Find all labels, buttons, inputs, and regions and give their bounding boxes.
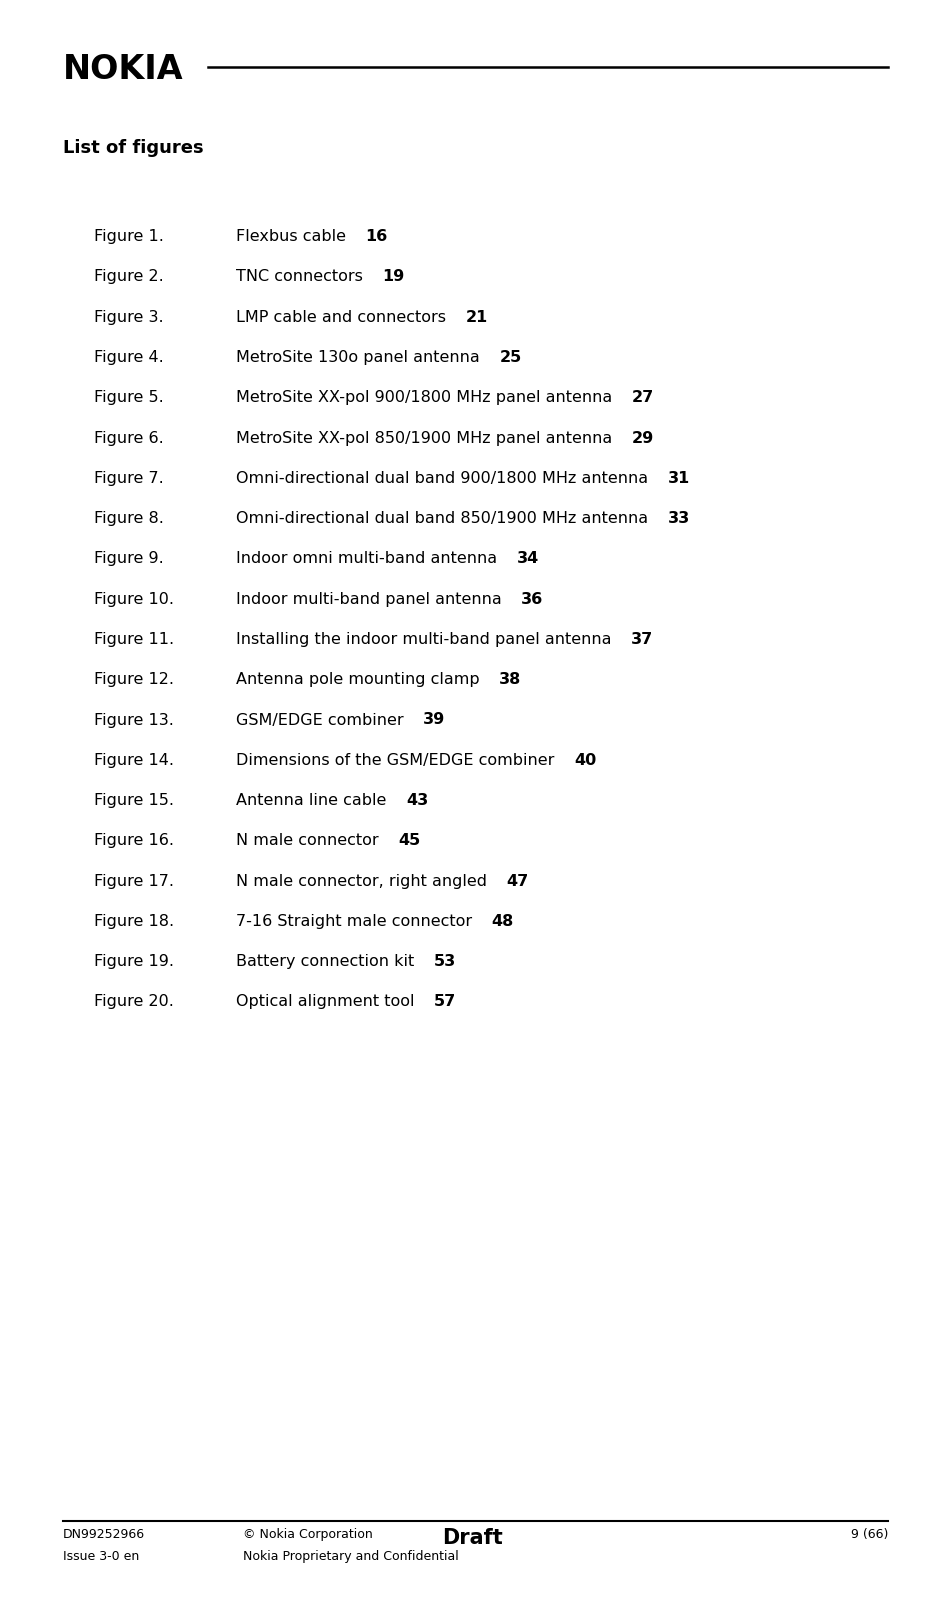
Text: 29: 29: [632, 431, 654, 446]
Text: Figure 20.: Figure 20.: [94, 995, 175, 1009]
Text: Figure 12.: Figure 12.: [94, 672, 175, 687]
Text: Figure 1.: Figure 1.: [94, 228, 164, 244]
Text: Figure 2.: Figure 2.: [94, 270, 164, 284]
Text: 34: 34: [516, 551, 539, 567]
Text: List of figures: List of figures: [62, 139, 203, 157]
Text: Battery connection kit: Battery connection kit: [236, 953, 414, 969]
Text: 48: 48: [492, 913, 514, 929]
Text: 37: 37: [631, 632, 653, 647]
Text: Figure 14.: Figure 14.: [94, 752, 175, 768]
Text: Figure 6.: Figure 6.: [94, 431, 164, 446]
Text: Flexbus cable: Flexbus cable: [236, 228, 346, 244]
Text: 57: 57: [434, 995, 456, 1009]
Text: Antenna line cable: Antenna line cable: [236, 794, 386, 808]
Text: Figure 13.: Figure 13.: [94, 712, 175, 728]
Text: 27: 27: [632, 390, 654, 406]
Text: Figure 19.: Figure 19.: [94, 953, 175, 969]
Text: 39: 39: [423, 712, 446, 728]
Text: MetroSite XX-pol 900/1800 MHz panel antenna: MetroSite XX-pol 900/1800 MHz panel ante…: [236, 390, 613, 406]
Text: 16: 16: [365, 228, 388, 244]
Text: Figure 10.: Figure 10.: [94, 591, 175, 607]
Text: 9 (66): 9 (66): [851, 1528, 888, 1541]
Text: Installing the indoor multi-band panel antenna: Installing the indoor multi-band panel a…: [236, 632, 612, 647]
Text: Figure 3.: Figure 3.: [94, 310, 164, 324]
Text: 19: 19: [382, 270, 405, 284]
Text: Figure 16.: Figure 16.: [94, 834, 175, 848]
Text: Issue 3-0 en: Issue 3-0 en: [62, 1549, 139, 1563]
Text: N male connector: N male connector: [236, 834, 379, 848]
Text: Figure 11.: Figure 11.: [94, 632, 175, 647]
Text: 40: 40: [574, 752, 597, 768]
Text: 7-16 Straight male connector: 7-16 Straight male connector: [236, 913, 472, 929]
Text: MetroSite 130o panel antenna: MetroSite 130o panel antenna: [236, 350, 480, 366]
Text: Nokia Proprietary and Confidential: Nokia Proprietary and Confidential: [243, 1549, 459, 1563]
Text: 25: 25: [499, 350, 521, 366]
Text: Figure 8.: Figure 8.: [94, 511, 164, 525]
Text: NOKIA: NOKIA: [62, 53, 183, 86]
Text: 43: 43: [406, 794, 429, 808]
Text: 36: 36: [521, 591, 544, 607]
Text: Omni-directional dual band 900/1800 MHz antenna: Omni-directional dual band 900/1800 MHz …: [236, 471, 649, 485]
Text: Figure 18.: Figure 18.: [94, 913, 175, 929]
Text: DN99252966: DN99252966: [62, 1528, 144, 1541]
Text: Figure 5.: Figure 5.: [94, 390, 164, 406]
Text: 31: 31: [667, 471, 690, 485]
Text: TNC connectors: TNC connectors: [236, 270, 363, 284]
Text: 33: 33: [667, 511, 690, 525]
Text: Figure 9.: Figure 9.: [94, 551, 164, 567]
Text: Figure 17.: Figure 17.: [94, 874, 175, 888]
Text: 47: 47: [507, 874, 529, 888]
Text: Omni-directional dual band 850/1900 MHz antenna: Omni-directional dual band 850/1900 MHz …: [236, 511, 649, 525]
Text: 53: 53: [434, 953, 456, 969]
Text: MetroSite XX-pol 850/1900 MHz panel antenna: MetroSite XX-pol 850/1900 MHz panel ante…: [236, 431, 613, 446]
Text: Indoor multi-band panel antenna: Indoor multi-band panel antenna: [236, 591, 502, 607]
Text: LMP cable and connectors: LMP cable and connectors: [236, 310, 447, 324]
Text: GSM/EDGE combiner: GSM/EDGE combiner: [236, 712, 404, 728]
Text: Figure 7.: Figure 7.: [94, 471, 164, 485]
Text: Indoor omni multi-band antenna: Indoor omni multi-band antenna: [236, 551, 497, 567]
Text: N male connector, right angled: N male connector, right angled: [236, 874, 487, 888]
Text: Figure 15.: Figure 15.: [94, 794, 175, 808]
Text: 21: 21: [465, 310, 488, 324]
Text: 45: 45: [398, 834, 420, 848]
Text: Draft: Draft: [442, 1528, 502, 1547]
Text: Optical alignment tool: Optical alignment tool: [236, 995, 414, 1009]
Text: © Nokia Corporation: © Nokia Corporation: [243, 1528, 373, 1541]
Text: 38: 38: [499, 672, 521, 687]
Text: Figure 4.: Figure 4.: [94, 350, 164, 366]
Text: Antenna pole mounting clamp: Antenna pole mounting clamp: [236, 672, 480, 687]
Text: Dimensions of the GSM/EDGE combiner: Dimensions of the GSM/EDGE combiner: [236, 752, 554, 768]
